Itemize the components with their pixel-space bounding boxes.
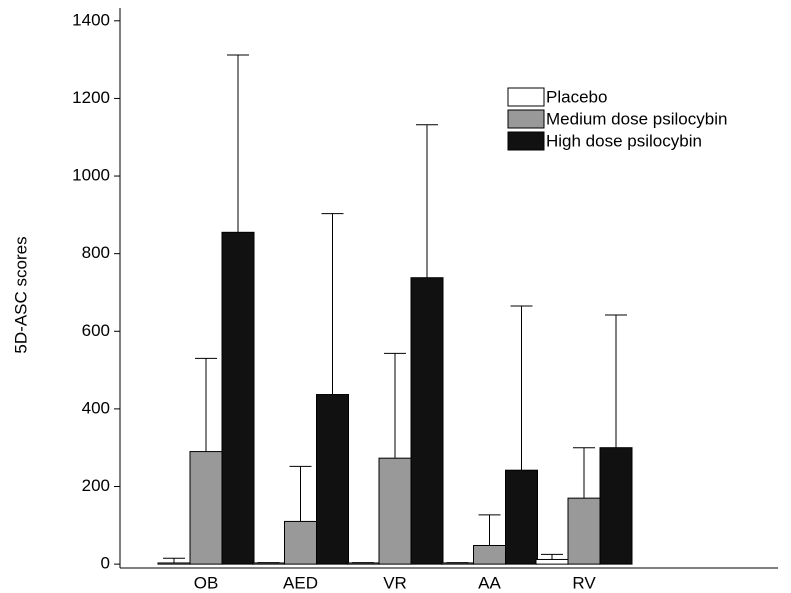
y-tick-label: 400 [82, 398, 110, 417]
x-tick-label: VR [383, 573, 407, 592]
bar [567, 497, 601, 565]
x-tick-label: RV [572, 573, 596, 592]
y-tick-label: 1400 [72, 10, 110, 29]
x-tick-label: OB [194, 573, 219, 592]
legend-label: Medium dose psilocybin [546, 109, 727, 128]
bar [157, 562, 191, 565]
y-tick-label: 1200 [72, 88, 110, 107]
bar [378, 457, 412, 565]
bar [346, 562, 380, 565]
bar [505, 469, 538, 565]
bar [221, 231, 255, 565]
bar [189, 451, 223, 565]
y-tick-label: 0 [101, 554, 110, 573]
bar [252, 562, 285, 565]
x-tick-label: AED [283, 573, 318, 592]
y-axis-label: 5D-ASC scores [11, 236, 30, 353]
bar [599, 447, 633, 565]
bar [284, 520, 317, 565]
legend-swatch [507, 131, 545, 151]
legend-swatch [507, 87, 545, 107]
y-tick-label: 200 [82, 476, 110, 495]
bar [473, 544, 506, 565]
y-tick-label: 600 [82, 321, 110, 340]
legend-label: Placebo [546, 87, 607, 106]
bar [535, 558, 569, 565]
y-tick-label: 1000 [72, 166, 110, 185]
x-tick-label: AA [478, 573, 501, 592]
y-tick-label: 800 [82, 243, 110, 262]
bar [441, 562, 474, 565]
legend-label: High dose psilocybin [546, 131, 702, 150]
bar [410, 277, 444, 565]
bar [316, 394, 349, 565]
legend-swatch [507, 109, 545, 129]
